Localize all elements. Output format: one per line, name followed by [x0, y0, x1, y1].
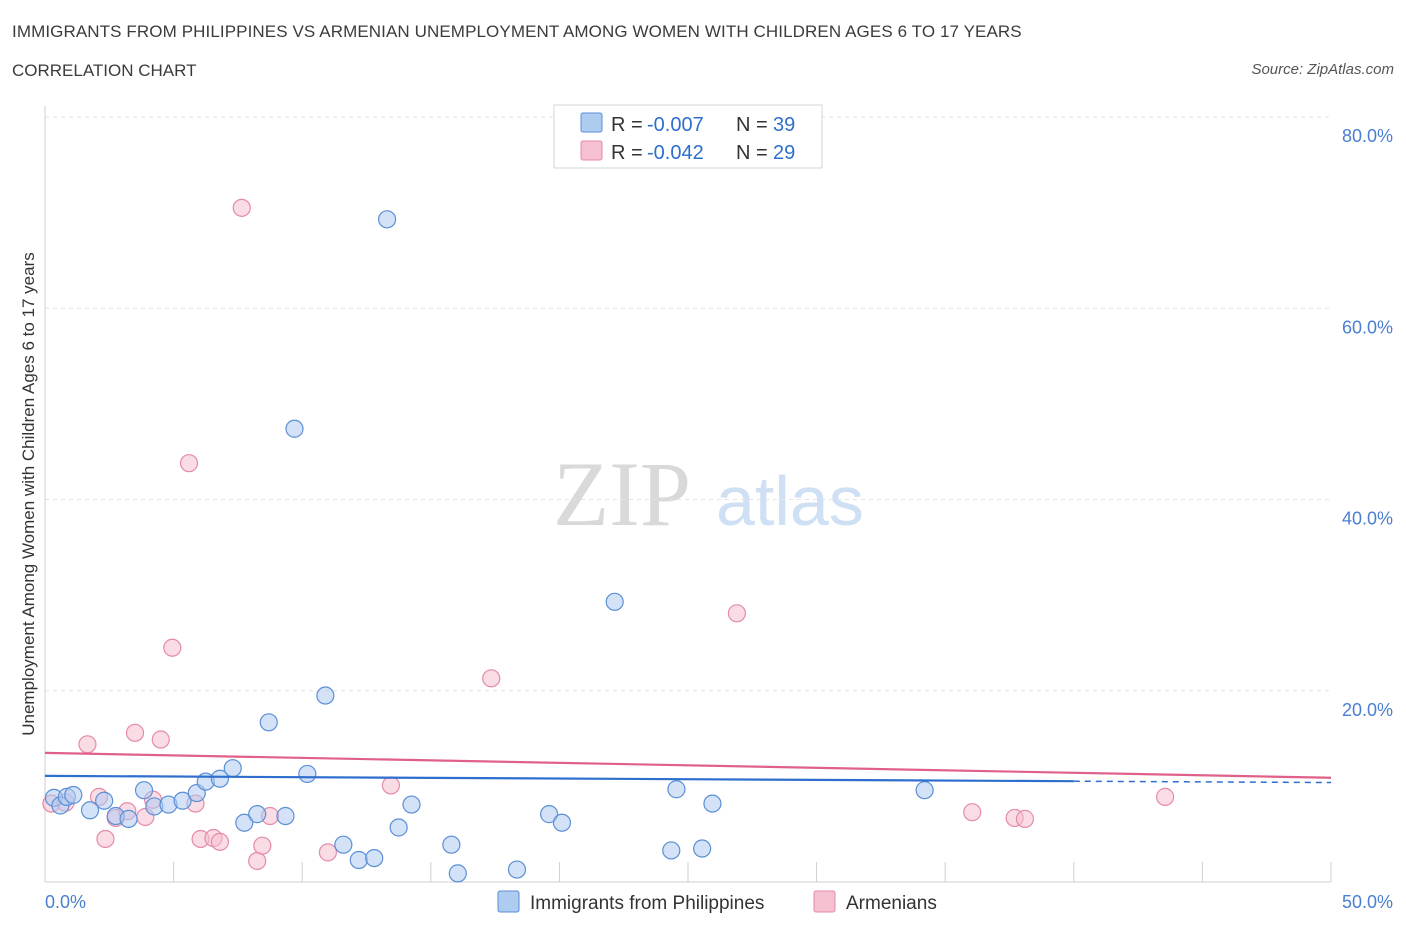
legend-r-label-2: R =: [611, 142, 643, 164]
series-layer: [42, 198, 1332, 883]
x-tick-label-0: 0.0%: [45, 892, 86, 912]
legend-n-value-1: 39: [773, 114, 795, 136]
philippines-point-21: [298, 764, 317, 784]
armenians-point-19: [253, 836, 272, 855]
philippines-point-15: [223, 759, 242, 778]
armenians-point-25: [963, 803, 982, 822]
legend-n-label-1: N =: [736, 114, 768, 136]
trendline-philippines: [44, 774, 1074, 783]
trendline-armenians: [44, 751, 1332, 779]
armenians-point-28: [1156, 787, 1175, 806]
philippines-point-25: [365, 848, 384, 868]
x-axis-ticks: [173, 862, 1332, 882]
philippines-point-38: [703, 794, 722, 813]
legend-swatch-philippines: [580, 112, 603, 133]
philippines-point-20: [285, 419, 304, 438]
bottom-legend-swatch-armenians: [813, 890, 836, 913]
philippines-point-16: [235, 813, 254, 832]
philippines-point-39: [915, 781, 934, 800]
armenians-point-16: [210, 832, 229, 851]
philippines-point-14: [210, 769, 229, 788]
philippines-point-17: [248, 805, 267, 824]
trendline-philippines-extension: [1073, 780, 1332, 784]
philippines-point-26: [377, 210, 397, 229]
armenians-point-18: [248, 851, 267, 871]
y-tick-label-80: 80.0%: [1342, 126, 1393, 146]
philippines-point-22: [316, 686, 335, 705]
legend-n-value-2: 29: [773, 142, 795, 164]
philippines-point-30: [448, 864, 467, 883]
philippines-point-23: [334, 835, 353, 854]
philippines-point-18: [259, 713, 278, 732]
legend-r-label-1: R =: [611, 114, 643, 136]
armenians-point-7: [125, 723, 145, 742]
bottom-legend-label-armenians: Armenians: [846, 893, 937, 914]
philippines-point-5: [95, 791, 114, 810]
y-tick-labels: 20.0% 40.0% 60.0% 80.0%: [1342, 126, 1393, 720]
philippines-point-27: [389, 818, 408, 837]
philippines-point-28: [402, 795, 421, 814]
watermark-atlas: atlas: [716, 462, 864, 540]
philippines-point-37: [693, 839, 712, 858]
watermark-zip: ZIP: [553, 443, 691, 545]
philippines-point-3: [64, 785, 83, 805]
legend-r-value-1: -0.007: [647, 114, 704, 136]
armenians-point-22: [381, 776, 401, 795]
armenians-point-4: [96, 829, 115, 849]
y-tick-label-60: 60.0%: [1342, 317, 1393, 337]
source-credit: Source: ZipAtlas.com: [1251, 61, 1394, 78]
armenians-point-27: [1015, 809, 1035, 828]
armenians-point-11: [163, 638, 182, 657]
philippines-point-8: [134, 781, 154, 800]
philippines-point-7: [119, 809, 138, 828]
philippines-point-4: [80, 801, 100, 820]
philippines-point-19: [276, 806, 295, 826]
philippines-point-11: [173, 791, 192, 810]
armenians-point-21: [318, 843, 338, 862]
philippines-point-29: [442, 835, 461, 854]
armenians-point-23: [482, 669, 501, 688]
y-tick-label-40: 40.0%: [1342, 509, 1393, 529]
armenians-point-12: [179, 454, 199, 473]
philippines-point-33: [552, 813, 572, 832]
x-tick-label-50: 50.0%: [1342, 892, 1393, 912]
armenians-point-24: [727, 604, 746, 623]
philippines-point-36: [667, 780, 686, 799]
philippines-point-32: [540, 805, 559, 824]
correlation-legend: R = -0.007 N = 39 R = -0.042 N = 29: [553, 104, 823, 169]
chart-subtitle: CORRELATION CHART: [12, 61, 197, 80]
series-legend: Immigrants from Philippines Armenians: [497, 890, 937, 914]
legend-n-label-2: N =: [736, 142, 768, 164]
philippines-point-35: [662, 841, 681, 860]
armenians-point-2: [78, 735, 97, 754]
armenians-point-17: [232, 198, 251, 217]
bottom-legend-label-philippines: Immigrants from Philippines: [530, 893, 764, 914]
y-axis-title: Unemployment Among Women with Children A…: [19, 252, 38, 736]
philippines-point-34: [605, 592, 624, 611]
legend-r-value-2: -0.042: [647, 142, 704, 164]
bottom-legend-swatch-philippines: [497, 890, 520, 913]
philippines-point-24: [349, 850, 368, 870]
legend-swatch-armenians: [580, 140, 603, 161]
y-tick-label-20: 20.0%: [1342, 700, 1393, 720]
chart-title: IMMIGRANTS FROM PHILIPPINES VS ARMENIAN …: [12, 22, 1022, 41]
armenians-point-10: [151, 730, 170, 749]
series-philippines-points: [44, 210, 934, 883]
philippines-point-31: [507, 860, 527, 879]
